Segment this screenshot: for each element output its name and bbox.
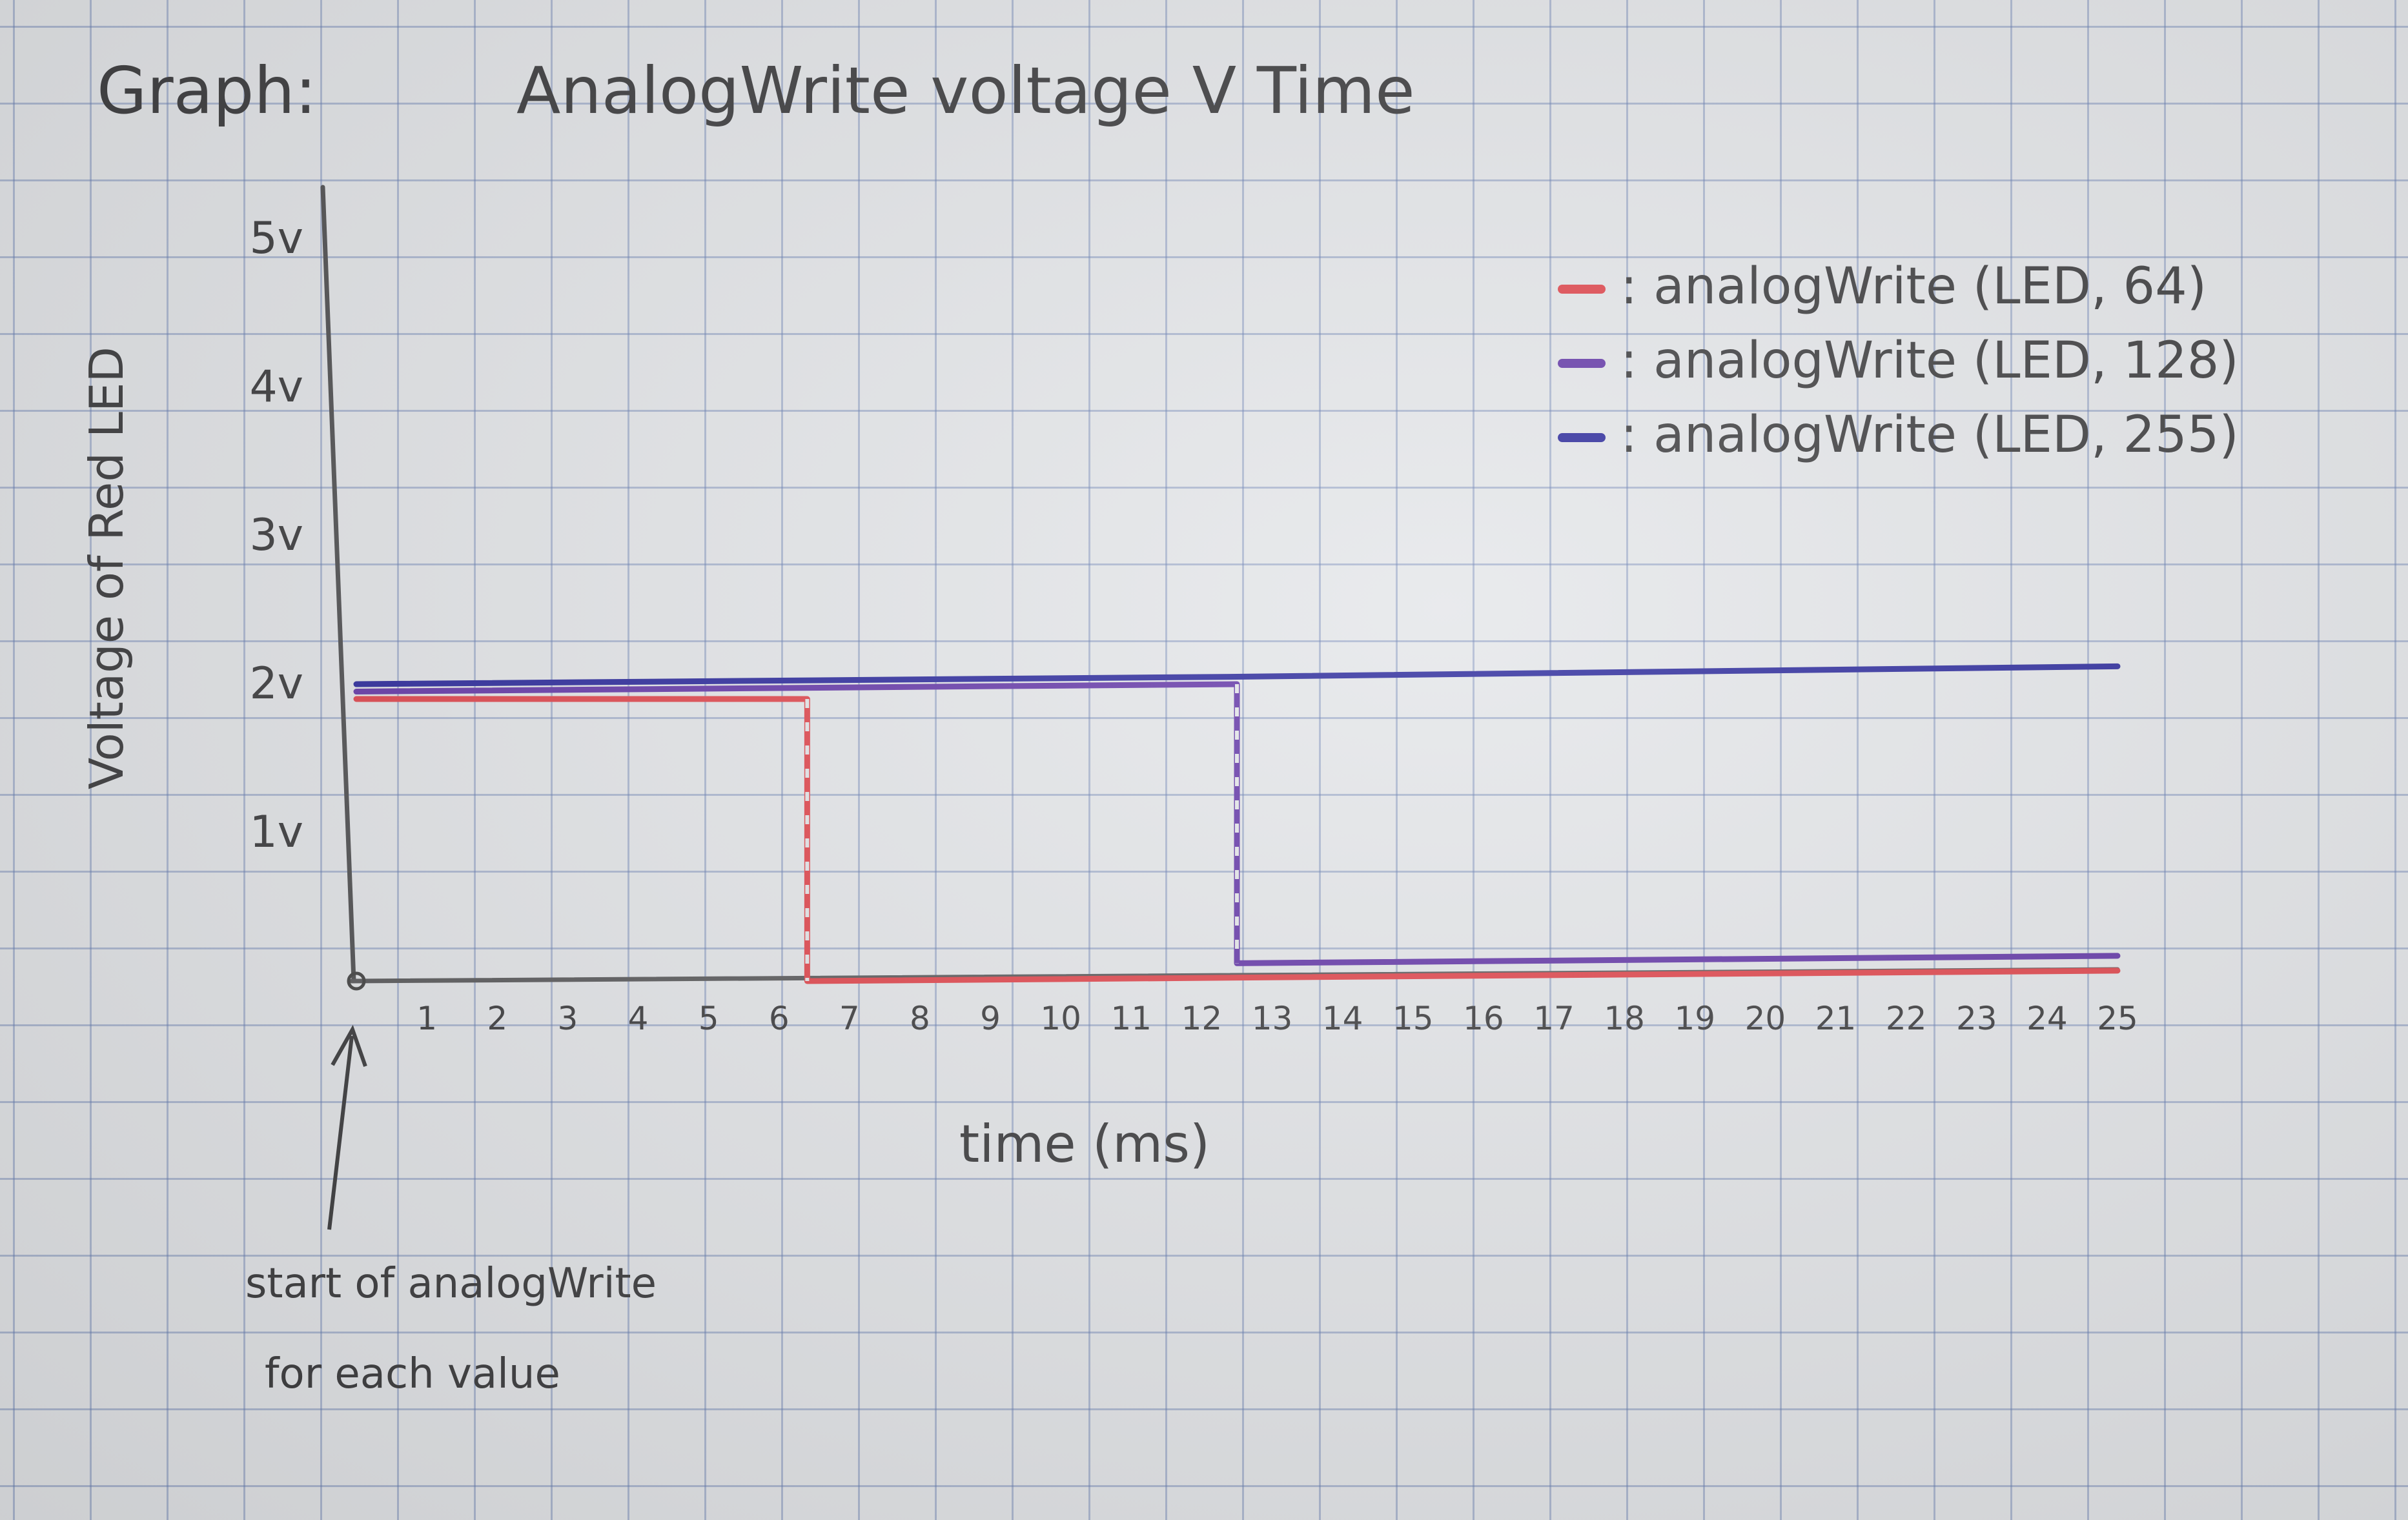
y-tick-label: 3v xyxy=(249,510,303,561)
start-arrow-head xyxy=(331,1024,367,1067)
y-tick-label: 4v xyxy=(249,361,303,412)
x-tick-label: 20 xyxy=(1745,1000,1786,1037)
x-tick-label: 7 xyxy=(839,1000,860,1037)
annotation-line-2: for each value xyxy=(265,1350,560,1398)
x-tick-label: 8 xyxy=(910,1000,930,1037)
x-axis-label: time (ms) xyxy=(959,1114,1210,1174)
x-tick-label: 24 xyxy=(2026,1000,2068,1037)
chart-title: AnalogWrite voltage V Time xyxy=(516,53,1415,128)
y-axis-label: Voltage of Red LED xyxy=(79,347,134,789)
x-tick-label: 23 xyxy=(1956,1000,1997,1037)
legend-label-1: : analogWrite (LED, 64) xyxy=(1620,258,2207,316)
x-tick-label: 2 xyxy=(487,1000,507,1037)
annotation-line-1: start of analogWrite xyxy=(245,1260,657,1308)
x-tick-label: 21 xyxy=(1815,1000,1857,1037)
start-arrow-line xyxy=(327,1035,354,1230)
x-tick-label: 19 xyxy=(1674,1000,1715,1037)
y-tick-label: 5v xyxy=(249,213,303,264)
legend-label-2: : analogWrite (LED, 128) xyxy=(1620,332,2239,390)
series-line-3 xyxy=(353,663,2121,687)
x-tick-label: 5 xyxy=(699,1000,719,1037)
x-tick-label: 22 xyxy=(1886,1000,1927,1037)
x-tick-label: 16 xyxy=(1463,1000,1504,1037)
x-tick-label: 1 xyxy=(416,1000,437,1037)
legend-label-3: : analogWrite (LED, 255) xyxy=(1620,406,2239,464)
x-tick-label: 12 xyxy=(1181,1000,1223,1037)
x-tick-label: 25 xyxy=(2097,1000,2138,1037)
x-tick-label: 13 xyxy=(1252,1000,1293,1037)
origin-dot xyxy=(347,971,366,991)
x-tick-label: 3 xyxy=(557,1000,578,1037)
x-tick-label: 17 xyxy=(1533,1000,1575,1037)
x-tick-label: 15 xyxy=(1393,1000,1434,1037)
x-tick-label: 11 xyxy=(1111,1000,1152,1037)
x-tick-label: 4 xyxy=(628,1000,649,1037)
x-tick-label: 10 xyxy=(1040,1000,1081,1037)
x-tick-label: 9 xyxy=(980,1000,1001,1037)
x-tick-label: 14 xyxy=(1322,1000,1363,1037)
x-tick-label: 18 xyxy=(1604,1000,1645,1037)
y-tick-label: 2v xyxy=(249,658,303,709)
y-axis xyxy=(320,185,356,984)
title-prefix: Graph: xyxy=(97,53,316,128)
y-tick-label: 1v xyxy=(249,807,303,858)
x-tick-label: 6 xyxy=(769,1000,790,1037)
